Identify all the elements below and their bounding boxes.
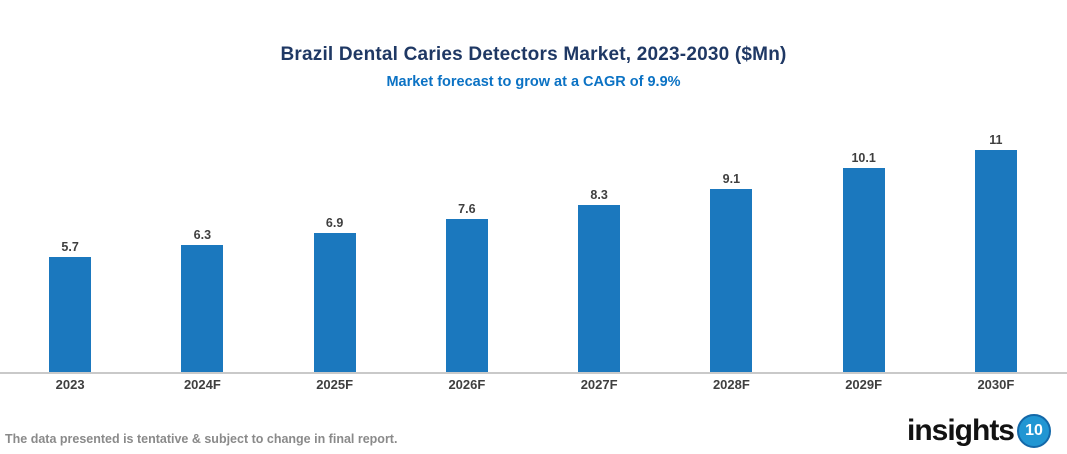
bar-column: 5.7 <box>4 123 136 373</box>
bar-chart-plot: 5.7 6.3 6.9 7.6 8.3 9.1 10.1 11 <box>4 123 1062 373</box>
bar-column: 8.3 <box>533 123 665 373</box>
bar <box>974 150 1017 373</box>
bar-value-label: 9.1 <box>722 172 741 186</box>
x-axis-labels: 2023 2024F 2025F 2026F 2027F 2028F 2029F 2030F <box>4 377 1062 392</box>
x-axis-tick-label: 2029F <box>845 377 883 392</box>
bar <box>578 205 621 373</box>
bar <box>181 245 224 373</box>
bar-column: 6.9 <box>269 123 401 373</box>
bar <box>710 189 753 373</box>
x-axis-tick-label: 2030F <box>977 377 1015 392</box>
bar-column: 10.1 <box>798 123 930 373</box>
logo-number-badge: 10 <box>1017 414 1051 448</box>
chart-title: Brazil Dental Caries Detectors Market, 2… <box>280 44 787 65</box>
bar-value-label: 7.6 <box>458 202 476 216</box>
bar-value-label: 5.7 <box>61 240 79 254</box>
bar <box>842 168 885 373</box>
bar-value-label: 8.3 <box>590 188 608 202</box>
bar <box>313 233 356 373</box>
x-axis-tick-label: 2027F <box>580 377 618 392</box>
chart-subtitle: Market forecast to grow at a CAGR of 9.9… <box>386 74 681 90</box>
x-axis-tick-label: 2026F <box>448 377 486 392</box>
x-axis-tick-label: 2028F <box>712 377 750 392</box>
bar-value-label: 6.9 <box>325 216 344 230</box>
bar-column: 6.3 <box>136 123 268 373</box>
bar-value-label: 11 <box>989 133 1003 147</box>
x-axis-tick-label: 2023 <box>55 377 85 392</box>
bar <box>445 219 488 373</box>
x-axis-tick-label: 2024F <box>183 377 221 392</box>
x-axis-line <box>0 372 1067 374</box>
bar-value-label: 6.3 <box>193 228 212 242</box>
bar <box>49 257 92 373</box>
logo-text: insights <box>906 414 1015 447</box>
bar-column: 7.6 <box>401 123 533 373</box>
bar-column: 9.1 <box>665 123 797 373</box>
disclaimer-note: The data presented is tentative & subjec… <box>5 432 398 446</box>
x-axis-tick-label: 2025F <box>316 377 354 392</box>
bar-value-label: 10.1 <box>851 151 876 165</box>
bar-column: 11 <box>930 123 1062 373</box>
insights10-logo: insights 10 <box>907 414 1051 448</box>
